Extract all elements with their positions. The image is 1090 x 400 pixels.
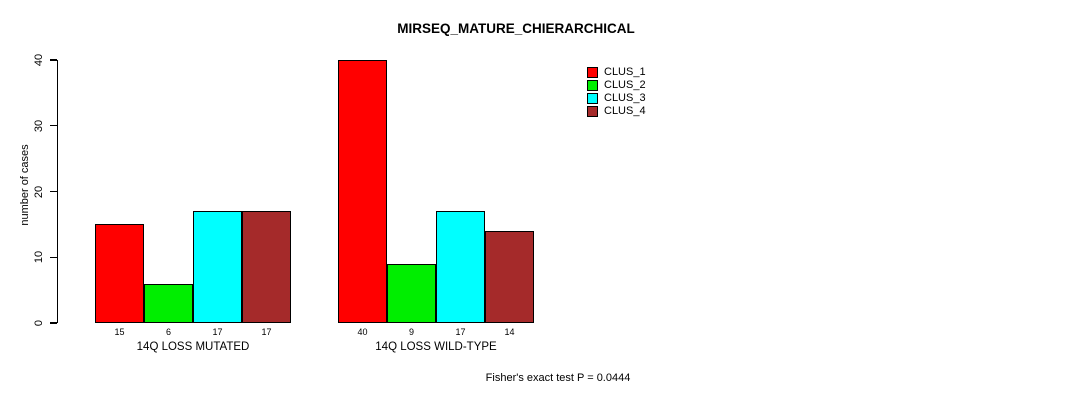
bar-value-label: 15	[114, 327, 125, 337]
legend-entry: CLUS_1	[587, 66, 707, 79]
y-tick	[50, 190, 57, 193]
legend-label: CLUS_2	[604, 79, 646, 91]
bar	[485, 230, 534, 323]
bar	[338, 60, 387, 323]
legend-label: CLUS_1	[604, 66, 646, 78]
legend-swatch	[587, 93, 598, 104]
bar	[436, 211, 485, 323]
legend-swatch	[587, 106, 598, 117]
legend-label: CLUS_3	[604, 92, 646, 104]
bar	[193, 211, 242, 323]
y-tick-label: 0	[33, 319, 45, 327]
y-tick-label: 20	[33, 185, 45, 198]
bar-value-label: 17	[261, 327, 272, 337]
legend-entry: CLUS_4	[587, 105, 707, 118]
pvalue-annotation: Fisher's exact test P = 0.0444	[485, 372, 631, 384]
bar	[95, 224, 144, 323]
legend-label: CLUS_4	[604, 105, 646, 117]
bar-value-label: 17	[455, 327, 466, 337]
bar-value-label: 14	[504, 327, 515, 337]
y-axis-line	[57, 60, 59, 323]
legend: CLUS_1 CLUS_2 CLUS_3 CLUS_4	[587, 66, 707, 120]
y-tick-label: 10	[33, 251, 45, 264]
bar	[144, 283, 193, 323]
bar	[387, 263, 436, 323]
y-tick	[50, 59, 57, 61]
category-label: 14Q LOSS MUTATED	[136, 341, 250, 353]
legend-swatch	[587, 67, 598, 78]
bar-value-label: 40	[357, 327, 368, 337]
bar-value-label: 6	[165, 327, 172, 337]
y-tick	[50, 125, 57, 127]
legend-entry: CLUS_2	[587, 79, 707, 92]
legend-swatch	[587, 80, 598, 91]
y-tick	[50, 322, 57, 324]
chart-title: MIRSEQ_MATURE_CHIERARCHICAL	[397, 21, 635, 36]
y-tick	[50, 256, 57, 258]
y-tick-label: 30	[33, 119, 45, 132]
bar-value-label: 9	[408, 327, 415, 337]
bar	[242, 211, 291, 323]
y-tick-label: 40	[33, 53, 45, 67]
bar-value-label: 17	[212, 327, 223, 337]
legend-entry: CLUS_3	[587, 92, 707, 105]
category-label: 14Q LOSS WILD-TYPE	[375, 341, 497, 353]
